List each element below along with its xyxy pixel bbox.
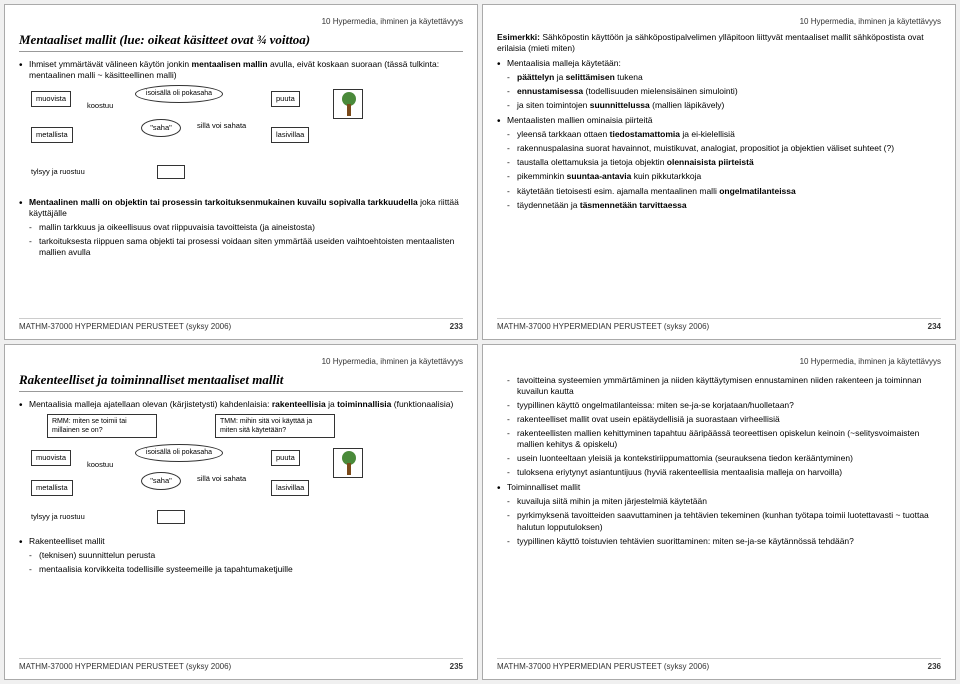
sub-bullet: kuvailuja siitä mihin ja miten järjestel… <box>507 496 941 507</box>
slide-content: Esimerkki: Sähköpostin käyttöön ja sähkö… <box>497 32 941 314</box>
running-header: 10 Hypermedia, ihminen ja käytettävyys <box>497 17 941 26</box>
edge-tylsyy: tylsyy ja ruostuu <box>31 512 85 522</box>
page-number: 236 <box>928 662 941 671</box>
sub-bullet: mallin tarkkuus ja oikeellisuus ovat rii… <box>29 222 463 233</box>
sub-bullet: täydennetään ja täsmennetään tarvittaess… <box>507 200 941 211</box>
slide-title: Rakenteelliset ja toiminnalliset mentaal… <box>19 372 463 392</box>
slide-234: 10 Hypermedia, ihminen ja käytettävyys E… <box>482 4 956 340</box>
sub-bullet: käytetään tietoisesti esim. ajamalla men… <box>507 186 941 197</box>
bullet: Ihmiset ymmärtävät välineen käytön jonki… <box>19 59 463 81</box>
node-metallista: metallista <box>31 480 73 496</box>
callout-tmm: TMM: mihin sitä voi käyttää ja miten sit… <box>215 414 335 438</box>
bullet: Mentaalisia malleja käytetään: päättelyn… <box>497 58 941 111</box>
running-header: 10 Hypermedia, ihminen ja käytettävyys <box>19 17 463 26</box>
tree-icon <box>333 448 363 478</box>
slide-footer: MATHM-37000 HYPERMEDIAN PERUSTEET (syksy… <box>497 658 941 671</box>
slide-content: Mentaalisia malleja ajatellaan olevan (k… <box>19 395 463 654</box>
example-line: Esimerkki: Sähköpostin käyttöön ja sähkö… <box>497 32 941 54</box>
sub-bullet: päättelyn ja selittämisen tukena <box>507 72 941 83</box>
node-lasivillaa: lasivillaa <box>271 480 309 496</box>
sub-bullet: rakennuspalasina suorat havainnot, muist… <box>507 143 941 154</box>
bullet: Mentaalinen malli on objektin tai proses… <box>19 197 463 258</box>
node-puuta: puuta <box>271 450 300 466</box>
cloud-saha: "saha" <box>141 119 181 137</box>
node-puuta: puuta <box>271 91 300 107</box>
sub-bullet: tyypillinen käyttö toistuvien tehtävien … <box>507 536 941 547</box>
bullet: Mentaalisia malleja ajatellaan olevan (k… <box>19 399 463 410</box>
page-number: 233 <box>450 322 463 331</box>
cloud-isoisa: isoisällä oli pokasaha <box>135 444 223 462</box>
node-metallista: metallista <box>31 127 73 143</box>
page-number: 235 <box>450 662 463 671</box>
slide-235: 10 Hypermedia, ihminen ja käytettävyys R… <box>4 344 478 680</box>
slide-title: Mentaaliset mallit (lue: oikeat käsittee… <box>19 32 463 52</box>
slide-233: 10 Hypermedia, ihminen ja käytettävyys M… <box>4 4 478 340</box>
edge-koostuu: koostuu <box>87 101 113 111</box>
sub-bullet: rakenteelliset mallit ovat usein epätäyd… <box>507 414 941 425</box>
tree-icon <box>333 89 363 119</box>
slide-footer: MATHM-37000 HYPERMEDIAN PERUSTEET (syksy… <box>19 658 463 671</box>
sub-bullet: yleensä tarkkaan ottaen tiedostamattomia… <box>507 129 941 140</box>
sub-bullet: tarkoituksesta riippuen sama objekti tai… <box>29 236 463 258</box>
bullet: Rakenteelliset mallit (teknisen) suunnit… <box>19 536 463 575</box>
footer-course: MATHM-37000 HYPERMEDIAN PERUSTEET (syksy… <box>497 662 709 671</box>
sub-bullet: taustalla olettamuksia ja tietoja objekt… <box>507 157 941 168</box>
saw-diagram-2: RMM: miten se toimii tai millainen se on… <box>29 414 463 532</box>
page-number: 234 <box>928 322 941 331</box>
slide-236: 10 Hypermedia, ihminen ja käytettävyys t… <box>482 344 956 680</box>
sub-bullet: tavoitteina systeemien ymmärtäminen ja n… <box>507 375 941 397</box>
footer-course: MATHM-37000 HYPERMEDIAN PERUSTEET (syksy… <box>19 322 231 331</box>
sub-bullet: tuloksena eriytynyt asiantuntijuus (hyvi… <box>507 467 941 478</box>
cloud-isoisa: isoisällä oli pokasaha <box>135 85 223 103</box>
node-lasivillaa: lasivillaa <box>271 127 309 143</box>
sub-bullet: usein luonteeltaan yleisiä ja kontekstir… <box>507 453 941 464</box>
node-muovista: muovista <box>31 450 71 466</box>
edge-koostuu: koostuu <box>87 460 113 470</box>
sub-bullet: mentaalisia korvikkeita todellisille sys… <box>29 564 463 575</box>
slide-footer: MATHM-37000 HYPERMEDIAN PERUSTEET (syksy… <box>497 318 941 331</box>
footer-course: MATHM-37000 HYPERMEDIAN PERUSTEET (syksy… <box>497 322 709 331</box>
slide-content: tavoitteina systeemien ymmärtäminen ja n… <box>497 372 941 654</box>
saw-icon <box>157 165 185 179</box>
edge-silla: sillä voi sahata <box>197 121 246 131</box>
edge-silla: sillä voi sahata <box>197 474 246 484</box>
footer-course: MATHM-37000 HYPERMEDIAN PERUSTEET (syksy… <box>19 662 231 671</box>
slide-footer: MATHM-37000 HYPERMEDIAN PERUSTEET (syksy… <box>19 318 463 331</box>
sub-bullet: ja siten toimintojen suunnittelussa (mal… <box>507 100 941 111</box>
bullet: Toiminnalliset mallit kuvailuja siitä mi… <box>497 482 941 546</box>
callout-rmm: RMM: miten se toimii tai millainen se on… <box>47 414 157 438</box>
saw-icon <box>157 510 185 524</box>
slide-content: Ihmiset ymmärtävät välineen käytön jonki… <box>19 55 463 314</box>
sub-bullet: rakenteellisten mallien kehittyminen tap… <box>507 428 941 450</box>
edge-tylsyy: tylsyy ja ruostuu <box>31 167 85 177</box>
bullet: Mentaalisten mallien ominaisia piirteitä… <box>497 115 941 210</box>
sub-bullet: pikemminkin suuntaa-antavia kuin pikkuta… <box>507 171 941 182</box>
cloud-saha: "saha" <box>141 472 181 490</box>
running-header: 10 Hypermedia, ihminen ja käytettävyys <box>19 357 463 366</box>
sub-bullet: ennustamisessa (todellisuuden mielensisä… <box>507 86 941 97</box>
running-header: 10 Hypermedia, ihminen ja käytettävyys <box>497 357 941 366</box>
sub-bullet: pyrkimyksenä tavoitteiden saavuttaminen … <box>507 510 941 532</box>
node-muovista: muovista <box>31 91 71 107</box>
saw-diagram: muovista koostuu isoisällä oli pokasaha … <box>29 85 463 193</box>
sub-bullet: (teknisen) suunnittelun perusta <box>29 550 463 561</box>
sub-bullet: tyypillinen käyttö ongelmatilanteissa: m… <box>507 400 941 411</box>
